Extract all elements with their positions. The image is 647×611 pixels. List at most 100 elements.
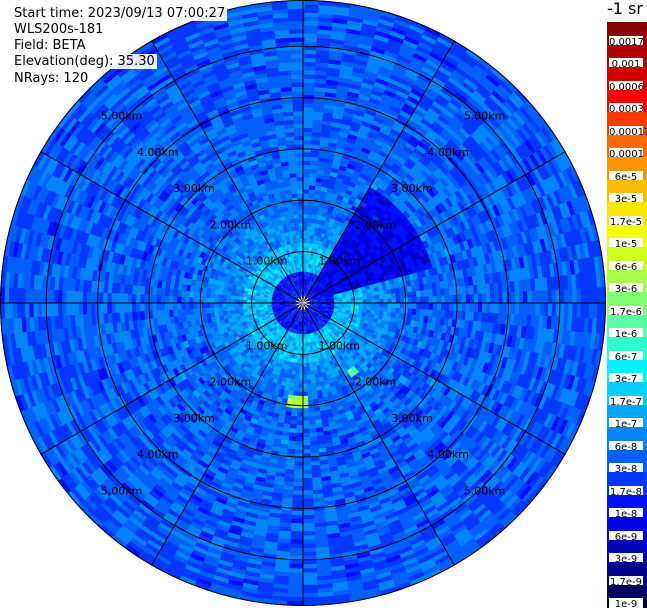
- ppi-cell: [299, 363, 303, 368]
- ppi-cell: [302, 486, 313, 491]
- ppi-cell: [303, 230, 307, 235]
- ppi-cell: [298, 392, 303, 397]
- ppi-cell: [303, 115, 314, 120]
- ppi-cell: [296, 412, 303, 417]
- ppi-cell: [302, 441, 310, 446]
- ppi-cell: [490, 293, 495, 304]
- ppi-cell: [302, 470, 312, 475]
- ppi-cell: [302, 527, 315, 532]
- ppi-cell: [412, 303, 417, 310]
- ppi-cell: [302, 519, 315, 524]
- ppi-cell: [303, 165, 311, 170]
- ppi-cell: [503, 292, 508, 304]
- ppi-cell: [297, 408, 303, 413]
- ppi-cell: [388, 303, 393, 308]
- ppi-cell: [303, 119, 314, 124]
- ppi-cell: [302, 576, 318, 581]
- ppi-cell: [371, 303, 376, 307]
- ppi-cell: [462, 295, 467, 304]
- ppi-cell: [295, 433, 303, 438]
- ppi-cell: [507, 292, 512, 304]
- ppi-cell: [466, 303, 471, 313]
- ppi-cell: [429, 303, 434, 311]
- ppi-cell: [306, 359, 310, 364]
- ppi-cell: [478, 303, 483, 313]
- ppi-cell: [375, 295, 380, 300]
- ppi-cell: [299, 371, 303, 376]
- ppi-cell: [294, 461, 303, 466]
- ppi-cell: [519, 291, 524, 304]
- ppi-cell: [349, 603, 367, 607]
- ppi-cell: [303, 123, 313, 128]
- ppi-cell: [599, 367, 607, 385]
- ppi-cell: [296, 425, 303, 430]
- ppi-cell: [474, 294, 479, 304]
- ppi-cell: [445, 303, 450, 311]
- ppi-cell: [303, 193, 309, 198]
- ppi-cell: [581, 288, 586, 304]
- ppi-cell: [303, 226, 307, 231]
- ppi-cell: [303, 160, 311, 165]
- ppi-cell: [293, 466, 303, 471]
- ppi-cell: [382, 3, 400, 12]
- ppi-cell: [367, 296, 372, 300]
- ppi-cell: [292, 486, 303, 491]
- ppi-cell: [307, 387, 312, 392]
- ppi-cell: [576, 288, 581, 304]
- ppi-cell: [294, 457, 303, 462]
- ppi-cell: [303, 144, 312, 149]
- ppi-cell: [302, 507, 314, 512]
- ppi-cell: [457, 303, 462, 312]
- ppi-cell: [404, 303, 409, 309]
- ppi-cell: [416, 303, 421, 310]
- ppi-cell: [531, 291, 536, 304]
- ppi-cell: [437, 303, 442, 311]
- ppi-cell: [482, 303, 487, 314]
- ppi-cell: [298, 379, 303, 384]
- ppi-cell: [461, 303, 466, 312]
- ppi-cell: [306, 375, 311, 380]
- ppi-cell: [306, 367, 310, 372]
- ppi-cell: [302, 449, 311, 454]
- ppi-cell: [523, 291, 528, 304]
- ppi-cell: [303, 238, 307, 243]
- ppi-cell: [296, 420, 303, 425]
- ppi-cell: [295, 445, 303, 450]
- ppi-cell: [302, 474, 312, 479]
- ppi-cell: [466, 294, 471, 304]
- ppi-cell: [290, 519, 303, 524]
- ppi-cell: [303, 78, 316, 83]
- ppi-cell: [425, 303, 430, 310]
- ppi-cell: [589, 398, 599, 416]
- ppi-cell: [303, 152, 312, 157]
- ppi-cell: [381, 595, 399, 604]
- ppi-cell: [298, 384, 303, 389]
- ppi-cell: [296, 429, 304, 434]
- ppi-cell: [292, 482, 303, 487]
- ppi-cell: [302, 581, 318, 586]
- ppi-cell: [303, 128, 313, 133]
- ppi-cell: [371, 295, 376, 299]
- ppi-cell: [306, 371, 310, 376]
- ppi-cell: [302, 466, 312, 471]
- ppi-cell: [302, 482, 313, 487]
- ppi-cell: [351, 0, 369, 3]
- ppi-cell: [307, 379, 312, 384]
- ppi-cell: [396, 303, 401, 309]
- ppi-cell: [303, 156, 311, 161]
- ppi-cell: [307, 383, 312, 388]
- ppi-cell: [303, 234, 307, 239]
- ppi-cell: [531, 303, 536, 316]
- ppi-cell: [303, 132, 313, 137]
- ppi-cell: [303, 214, 308, 219]
- ppi-cell: [290, 527, 303, 532]
- ppi-cell: [305, 346, 308, 351]
- ppi-cell: [595, 207, 604, 225]
- ppi-cell: [420, 303, 425, 310]
- ppi-cell: [303, 197, 309, 202]
- ppi-cell: [297, 404, 303, 409]
- ppi-cell: [302, 494, 313, 499]
- ppi-cell: [363, 296, 368, 300]
- ppi-cell: [295, 441, 303, 446]
